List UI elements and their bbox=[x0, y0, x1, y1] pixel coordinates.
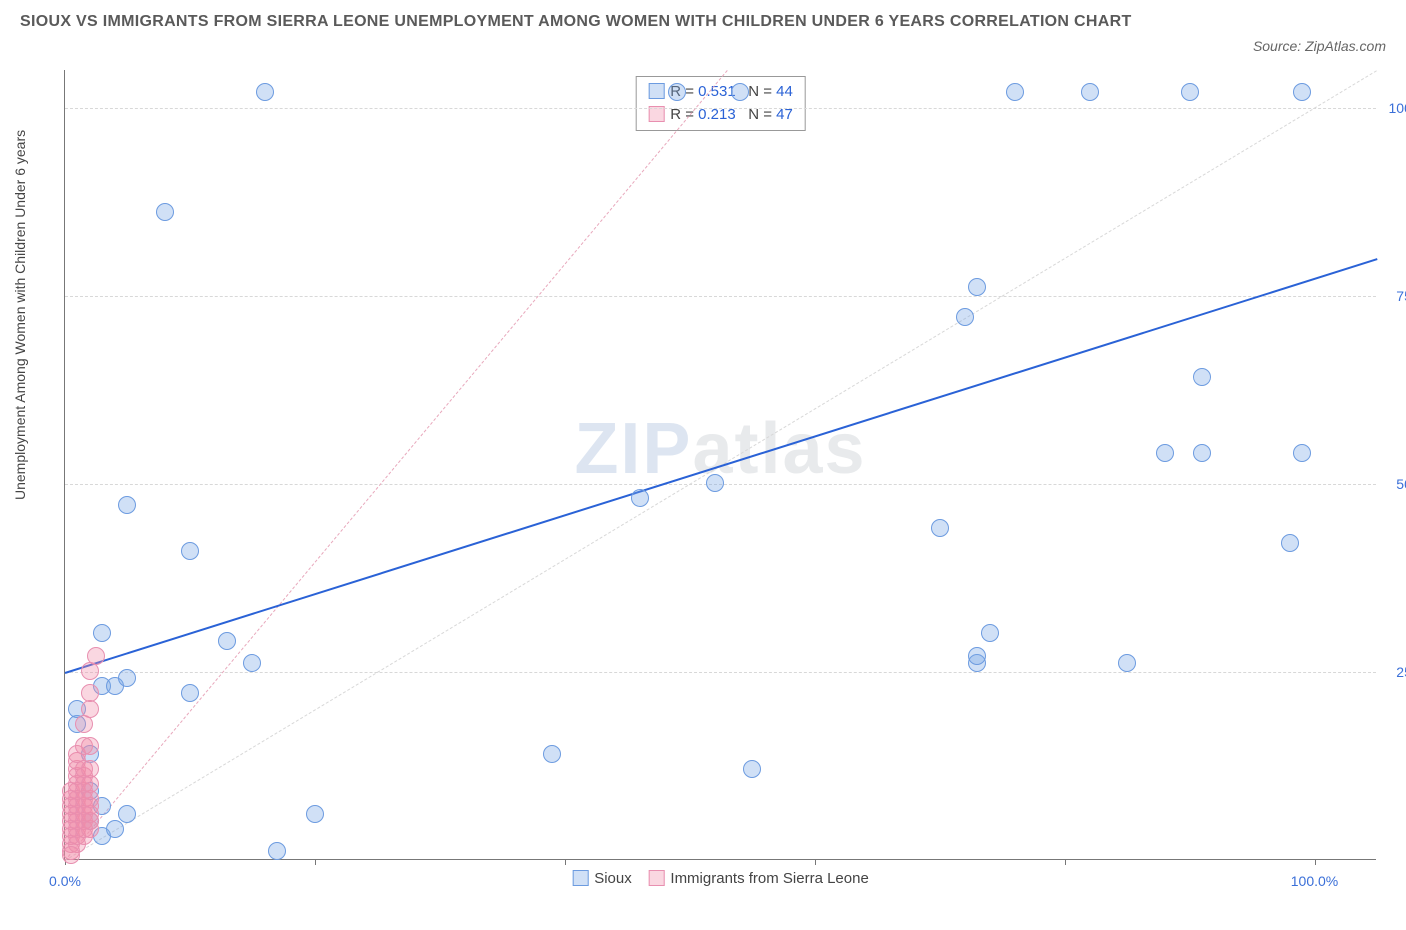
data-point bbox=[81, 737, 99, 755]
data-point bbox=[81, 684, 99, 702]
trend-line bbox=[65, 258, 1378, 674]
x-tick-mark bbox=[815, 859, 816, 865]
data-point bbox=[1193, 368, 1211, 386]
y-tick-label: 100.0% bbox=[1389, 100, 1406, 116]
trend-line bbox=[65, 70, 728, 861]
x-tick-mark bbox=[315, 859, 316, 865]
data-point bbox=[968, 278, 986, 296]
data-point bbox=[306, 805, 324, 823]
data-point bbox=[181, 684, 199, 702]
data-point bbox=[243, 654, 261, 672]
data-point bbox=[968, 647, 986, 665]
legend-label: Immigrants from Sierra Leone bbox=[670, 870, 868, 887]
x-tick-mark bbox=[1315, 859, 1316, 865]
data-point bbox=[981, 624, 999, 642]
stats-legend-box: R = 0.531 N = 44R = 0.213 N = 47 bbox=[635, 76, 806, 131]
grid-line bbox=[65, 108, 1376, 109]
data-point bbox=[1193, 444, 1211, 462]
bottom-legend: Sioux Immigrants from Sierra Leone bbox=[572, 870, 869, 887]
data-point bbox=[118, 496, 136, 514]
data-point bbox=[81, 760, 99, 778]
legend-swatch bbox=[572, 870, 588, 886]
data-point bbox=[62, 846, 80, 864]
data-point bbox=[181, 542, 199, 560]
grid-line bbox=[65, 672, 1376, 673]
data-point bbox=[731, 83, 749, 101]
data-point bbox=[93, 624, 111, 642]
data-point bbox=[87, 647, 105, 665]
data-point bbox=[668, 83, 686, 101]
data-point bbox=[118, 805, 136, 823]
chart-title: SIOUX VS IMMIGRANTS FROM SIERRA LEONE UN… bbox=[20, 10, 1140, 34]
plot-area: ZIPatlas R = 0.531 N = 44R = 0.213 N = 4… bbox=[64, 70, 1376, 860]
source-attribution: Source: ZipAtlas.com bbox=[1253, 38, 1386, 54]
data-point bbox=[156, 203, 174, 221]
data-point bbox=[1081, 83, 1099, 101]
data-point bbox=[706, 474, 724, 492]
y-axis-label: Unemployment Among Women with Children U… bbox=[12, 130, 28, 500]
data-point bbox=[1181, 83, 1199, 101]
y-tick-label: 50.0% bbox=[1396, 476, 1406, 492]
grid-line bbox=[65, 296, 1376, 297]
legend-swatch bbox=[648, 83, 664, 99]
data-point bbox=[118, 669, 136, 687]
data-point bbox=[1293, 444, 1311, 462]
data-point bbox=[268, 842, 286, 860]
legend-swatch bbox=[648, 870, 664, 886]
data-point bbox=[543, 745, 561, 763]
legend-label: Sioux bbox=[594, 870, 632, 887]
y-tick-label: 75.0% bbox=[1396, 288, 1406, 304]
data-point bbox=[743, 760, 761, 778]
data-point bbox=[218, 632, 236, 650]
y-tick-label: 25.0% bbox=[1396, 664, 1406, 680]
data-point bbox=[956, 308, 974, 326]
data-point bbox=[1006, 83, 1024, 101]
data-point bbox=[106, 820, 124, 838]
data-point bbox=[1293, 83, 1311, 101]
chart-container: Unemployment Among Women with Children U… bbox=[20, 70, 1390, 910]
data-point bbox=[631, 489, 649, 507]
data-point bbox=[1281, 534, 1299, 552]
x-tick-label: 0.0% bbox=[49, 873, 81, 889]
x-tick-label: 100.0% bbox=[1291, 873, 1338, 889]
x-tick-mark bbox=[1065, 859, 1066, 865]
data-point bbox=[1156, 444, 1174, 462]
data-point bbox=[1118, 654, 1136, 672]
x-tick-mark bbox=[565, 859, 566, 865]
data-point bbox=[931, 519, 949, 537]
data-point bbox=[256, 83, 274, 101]
